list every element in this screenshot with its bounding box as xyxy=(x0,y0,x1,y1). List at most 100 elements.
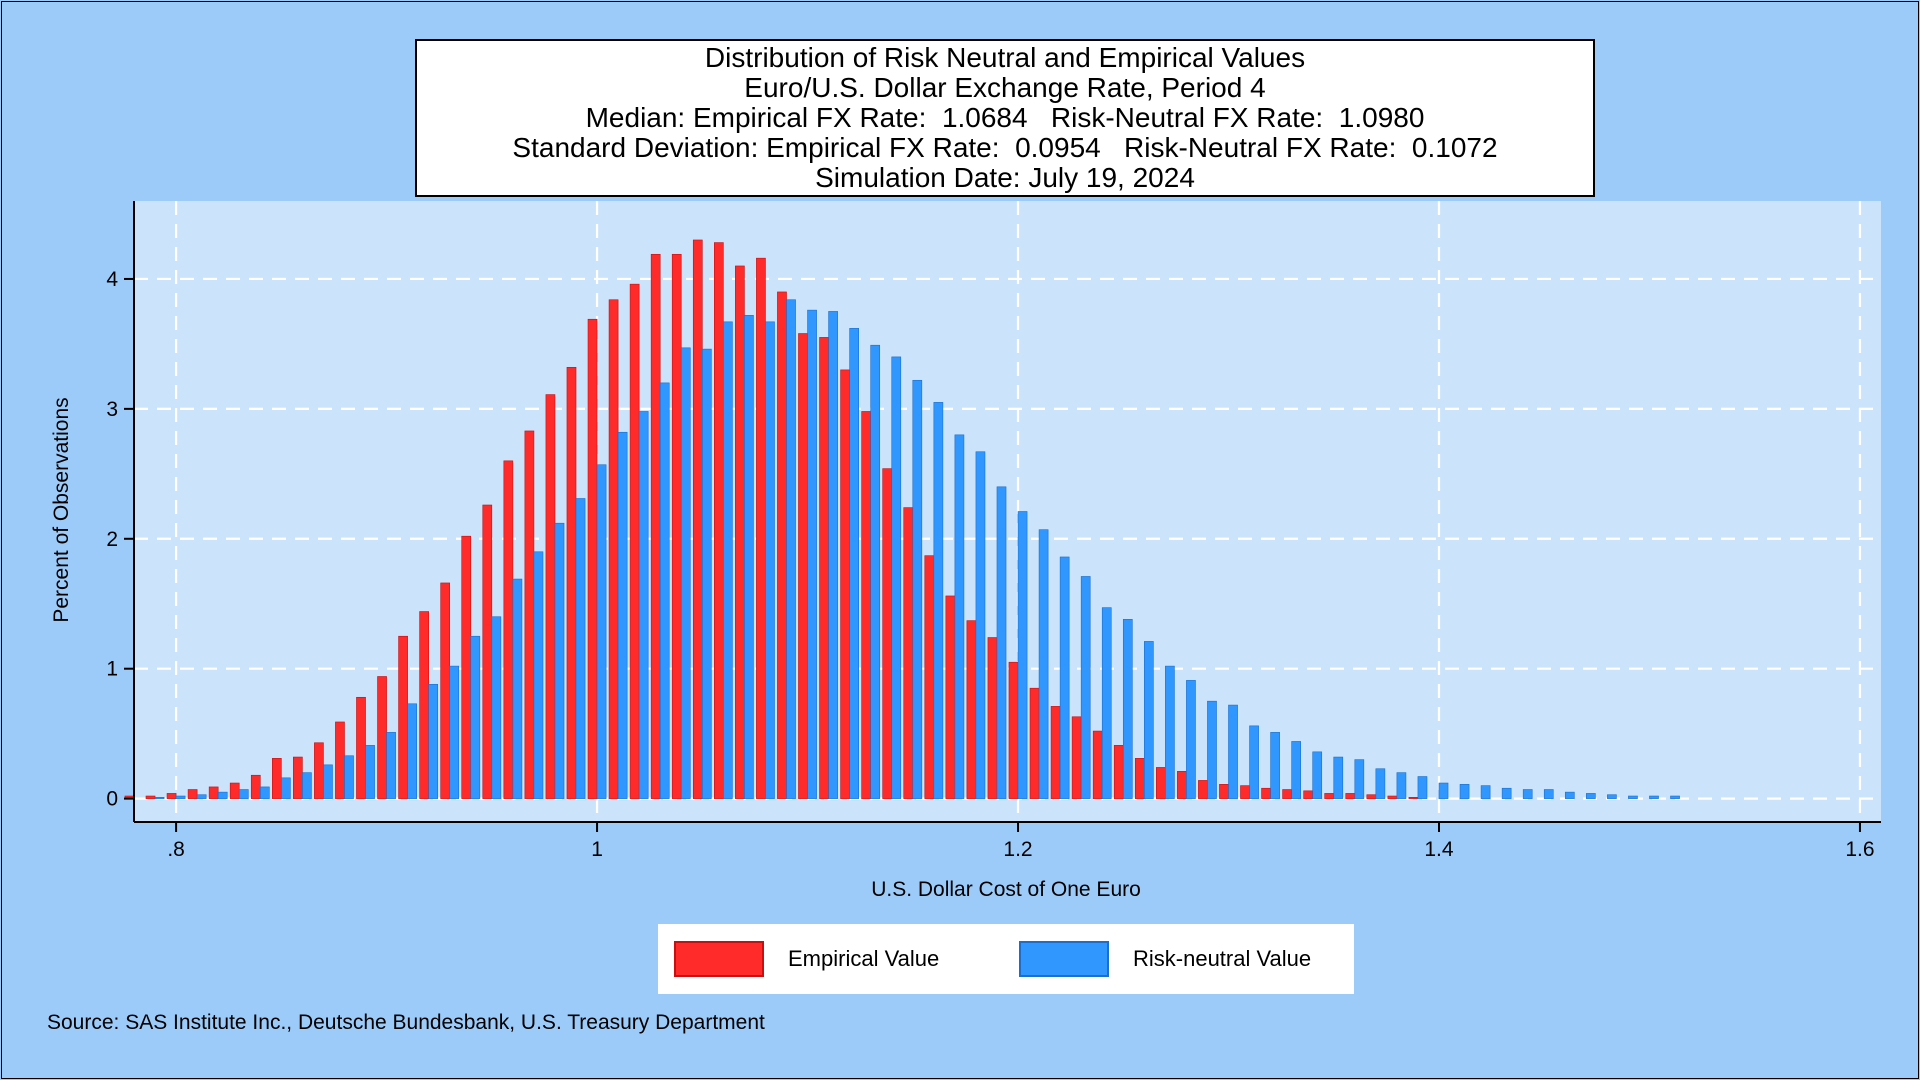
bar-empirical xyxy=(1008,661,1019,799)
bar-risk-neutral xyxy=(1038,529,1049,799)
x-tick-label: .8 xyxy=(167,838,185,861)
bar-empirical xyxy=(545,394,556,799)
bar-risk-neutral xyxy=(1354,759,1365,799)
bar-risk-neutral xyxy=(1480,785,1491,799)
bar-empirical xyxy=(1282,789,1292,799)
y-axis-label: Percent of Observations xyxy=(50,397,73,623)
bar-risk-neutral xyxy=(1396,772,1407,799)
bar-empirical xyxy=(1071,716,1082,799)
y-tick-label: 2 xyxy=(106,528,118,551)
bar-risk-neutral xyxy=(1670,795,1680,799)
bar-empirical xyxy=(566,366,577,799)
x-tick-label: 1.2 xyxy=(1003,838,1032,861)
bar-risk-neutral xyxy=(828,311,838,799)
bar-empirical xyxy=(1198,780,1208,799)
bar-risk-neutral xyxy=(1438,782,1449,799)
bar-empirical xyxy=(166,793,177,799)
bar-empirical xyxy=(187,789,198,799)
bars-layer xyxy=(124,239,1680,799)
bar-empirical xyxy=(271,758,282,799)
bar-risk-neutral xyxy=(575,498,586,799)
bar-empirical xyxy=(1366,794,1377,799)
bar-risk-neutral xyxy=(1459,784,1470,799)
bar-risk-neutral xyxy=(638,411,649,799)
bar-risk-neutral xyxy=(786,299,796,799)
legend-label-empirical: Empirical Value xyxy=(788,946,940,971)
legend-item-risk-neutral: Risk-neutral Value xyxy=(1019,940,1311,978)
y-tick-label: 1 xyxy=(106,658,118,681)
bar-risk-neutral xyxy=(744,315,754,799)
bar-empirical xyxy=(398,635,408,799)
bar-empirical xyxy=(145,795,156,799)
chart-subtitle: Euro/U.S. Dollar Exchange Rate, Period 4 xyxy=(744,72,1266,103)
bar-risk-neutral xyxy=(407,703,417,799)
bar-empirical xyxy=(756,257,766,799)
legend: Empirical Value Risk-neutral Value xyxy=(658,924,1354,994)
bar-risk-neutral xyxy=(996,486,1007,799)
bar-risk-neutral xyxy=(344,755,354,799)
bar-risk-neutral xyxy=(1122,619,1133,799)
bar-risk-neutral xyxy=(1291,741,1302,799)
bar-risk-neutral xyxy=(702,348,712,799)
bar-risk-neutral xyxy=(659,382,670,799)
bar-risk-neutral xyxy=(554,522,565,799)
bar-empirical xyxy=(503,460,514,799)
bar-risk-neutral xyxy=(175,795,186,799)
bar-risk-neutral xyxy=(596,464,607,799)
bar-empirical xyxy=(1345,793,1356,799)
bar-empirical xyxy=(840,369,850,799)
bar-risk-neutral xyxy=(217,791,228,799)
bar-empirical xyxy=(1324,793,1335,799)
bar-risk-neutral xyxy=(1586,793,1596,799)
bar-risk-neutral xyxy=(512,578,523,799)
bar-risk-neutral xyxy=(154,797,165,799)
bar-risk-neutral xyxy=(238,789,249,799)
bar-risk-neutral xyxy=(617,431,628,799)
legend-label-risk-neutral: Risk-neutral Value xyxy=(1133,946,1312,971)
bar-risk-neutral xyxy=(1501,787,1512,799)
bar-empirical xyxy=(1387,795,1398,799)
bar-risk-neutral xyxy=(1059,556,1070,799)
bar-empirical xyxy=(293,756,303,799)
bar-empirical xyxy=(524,430,535,799)
bar-risk-neutral xyxy=(975,451,986,799)
bar-empirical xyxy=(356,696,366,799)
bar-empirical xyxy=(482,504,493,799)
bar-empirical xyxy=(671,253,682,799)
y-tick-label: 0 xyxy=(106,788,118,811)
bar-risk-neutral xyxy=(259,786,270,799)
bar-empirical xyxy=(1134,758,1145,799)
bar-risk-neutral xyxy=(1312,751,1323,799)
bar-risk-neutral xyxy=(449,665,460,799)
bar-risk-neutral xyxy=(281,777,291,799)
axes-layer: 0 1 2 3 4 .8 1 1.2 1.4 1.6 xyxy=(106,201,1881,861)
bar-risk-neutral xyxy=(365,745,375,799)
bar-empirical xyxy=(924,555,935,799)
bar-risk-neutral xyxy=(323,764,333,799)
bar-empirical xyxy=(987,637,998,799)
chart-date-line: Simulation Date: July 19, 2024 xyxy=(815,162,1195,193)
bar-empirical xyxy=(861,411,871,799)
bar-empirical xyxy=(208,786,219,799)
bar-risk-neutral xyxy=(933,402,944,799)
bar-risk-neutral xyxy=(849,328,859,799)
chart-median-line: Median: Empirical FX Rate: 1.0684 Risk-N… xyxy=(585,102,1425,133)
bar-empirical xyxy=(819,337,829,799)
bar-empirical xyxy=(903,507,914,799)
bar-risk-neutral xyxy=(1144,641,1154,799)
bar-risk-neutral xyxy=(491,616,502,799)
bar-risk-neutral xyxy=(1649,795,1659,799)
bar-risk-neutral xyxy=(1417,776,1428,799)
bar-risk-neutral xyxy=(428,683,439,799)
bar-risk-neutral xyxy=(1628,795,1638,799)
x-tick-label: 1 xyxy=(591,838,603,861)
bar-empirical xyxy=(377,676,387,799)
bar-risk-neutral xyxy=(1207,700,1217,799)
y-tick-label: 3 xyxy=(106,398,118,421)
bar-empirical xyxy=(1156,767,1166,799)
bar-empirical xyxy=(1029,687,1040,799)
bar-empirical xyxy=(735,265,745,799)
x-tick-label: 1.4 xyxy=(1424,838,1454,861)
bar-empirical xyxy=(1261,787,1271,799)
bar-empirical xyxy=(608,299,619,799)
